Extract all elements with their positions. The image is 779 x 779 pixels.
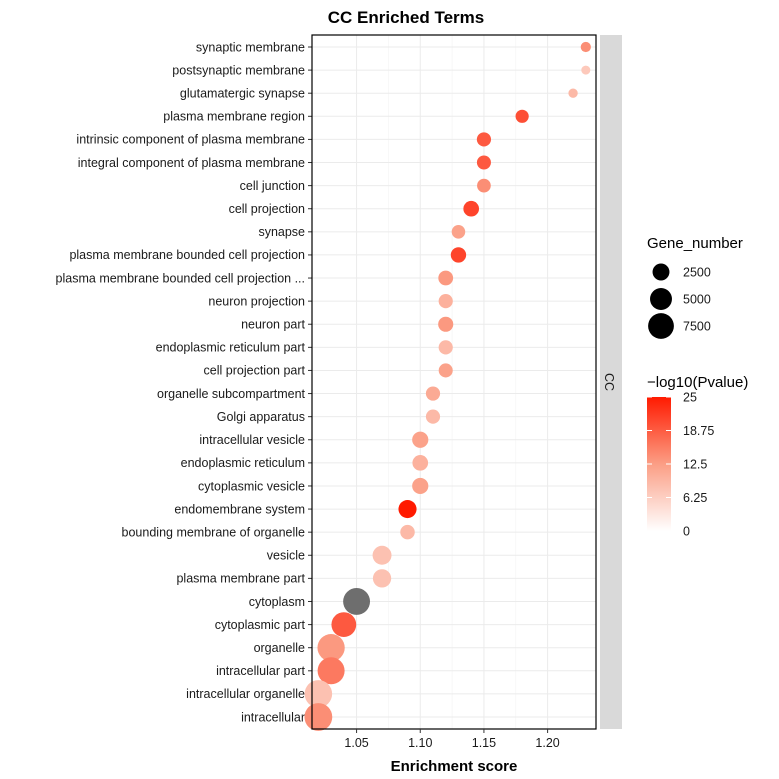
term-label: Golgi apparatus	[217, 410, 305, 424]
chart-title: CC Enriched Terms	[328, 8, 485, 27]
term-label: bounding membrane of organelle	[122, 525, 306, 539]
data-point	[412, 431, 429, 448]
term-label: cytoplasmic part	[215, 618, 306, 632]
term-label: cell projection part	[204, 364, 306, 378]
data-point	[463, 200, 480, 217]
data-point	[438, 294, 453, 309]
data-point	[450, 247, 467, 263]
data-point	[331, 612, 357, 637]
data-point	[515, 109, 529, 123]
term-labels: synaptic membrane postsynaptic membrane gl…	[56, 40, 312, 724]
term-label: synaptic membrane	[196, 40, 305, 54]
term-label: neuron part	[241, 318, 305, 332]
x-axis: 1.05 1.10 1.15 1.20	[344, 729, 560, 750]
data-point	[372, 545, 392, 565]
data-point	[438, 363, 453, 378]
term-label: cytoplasmic vesicle	[198, 479, 305, 493]
size-legend-label: 7500	[683, 320, 711, 334]
size-legend-title: Gene_number	[647, 235, 743, 252]
term-label: intrinsic component of plasma membrane	[76, 133, 305, 147]
x-tick-label: 1.20	[535, 736, 559, 750]
color-legend-label: 12.5	[683, 458, 707, 472]
data-point	[412, 455, 429, 471]
term-label: intracellular	[241, 710, 305, 724]
data-point	[425, 409, 441, 424]
color-legend-label: 0	[683, 525, 690, 539]
term-label: integral component of plasma membrane	[78, 156, 305, 170]
gridlines	[312, 35, 596, 729]
term-label: intracellular part	[216, 664, 305, 678]
term-label: endoplasmic reticulum part	[156, 341, 306, 355]
size-legend-key	[650, 288, 672, 310]
term-label: endomembrane system	[174, 502, 305, 516]
data-point	[400, 524, 415, 540]
data-point	[451, 225, 466, 239]
term-label: endoplasmic reticulum	[181, 456, 305, 470]
size-legend-label: 5000	[683, 293, 711, 307]
size-legend-key	[648, 313, 674, 339]
color-legend-label: 6.25	[683, 491, 707, 505]
data-point	[343, 588, 371, 615]
term-label: glutamatergic synapse	[180, 87, 305, 101]
x-tick-label: 1.15	[472, 736, 496, 750]
term-label: organelle subcompartment	[157, 387, 306, 401]
term-label: plasma membrane bounded cell projection …	[56, 271, 305, 285]
color-legend-title: −log10(Pvalue)	[647, 374, 748, 391]
term-label: cytoplasm	[249, 595, 305, 609]
data-point	[438, 316, 454, 332]
term-label: plasma membrane region	[163, 110, 305, 124]
data-point	[425, 386, 441, 401]
term-label: plasma membrane part	[176, 572, 305, 586]
term-label: vesicle	[267, 549, 305, 563]
term-label: cell junction	[240, 179, 305, 193]
term-label: synapse	[258, 225, 305, 239]
data-point	[317, 634, 345, 662]
term-label: postsynaptic membrane	[172, 63, 305, 77]
x-tick-label: 1.10	[408, 736, 432, 750]
facet-strip-label: CC	[602, 373, 616, 391]
data-point	[398, 500, 417, 519]
size-legend-label: 2500	[683, 266, 711, 280]
size-legend-key	[652, 263, 670, 281]
color-legend-label: 18.75	[683, 424, 714, 438]
data-point	[412, 477, 429, 495]
data-point	[476, 155, 491, 170]
data-point	[568, 88, 578, 98]
size-legend: Gene_number 2500 5000 7500	[647, 235, 743, 339]
data-point	[581, 65, 591, 75]
data-point	[304, 703, 333, 731]
x-axis-title: Enrichment score	[391, 758, 518, 775]
term-label: organelle	[254, 641, 305, 655]
data-point	[317, 657, 345, 685]
data-point	[477, 178, 491, 193]
term-label: neuron projection	[208, 294, 305, 308]
term-label: cell projection	[229, 202, 305, 216]
plot-panel-border	[311, 34, 597, 730]
term-label: intracellular organelle	[186, 687, 305, 701]
term-label: plasma membrane bounded cell projection	[69, 248, 305, 262]
data-point	[476, 132, 492, 147]
data-point	[372, 569, 392, 588]
facet-strip	[600, 35, 622, 729]
data-point	[580, 41, 591, 53]
color-legend-label: 25	[683, 391, 697, 405]
x-tick-label: 1.05	[344, 736, 368, 750]
data-point	[438, 340, 453, 355]
data-point	[438, 270, 454, 286]
term-label: intracellular vesicle	[199, 433, 305, 447]
color-legend: −log10(Pvalue) 25 18.75 12.5 6.25 0	[647, 374, 748, 539]
